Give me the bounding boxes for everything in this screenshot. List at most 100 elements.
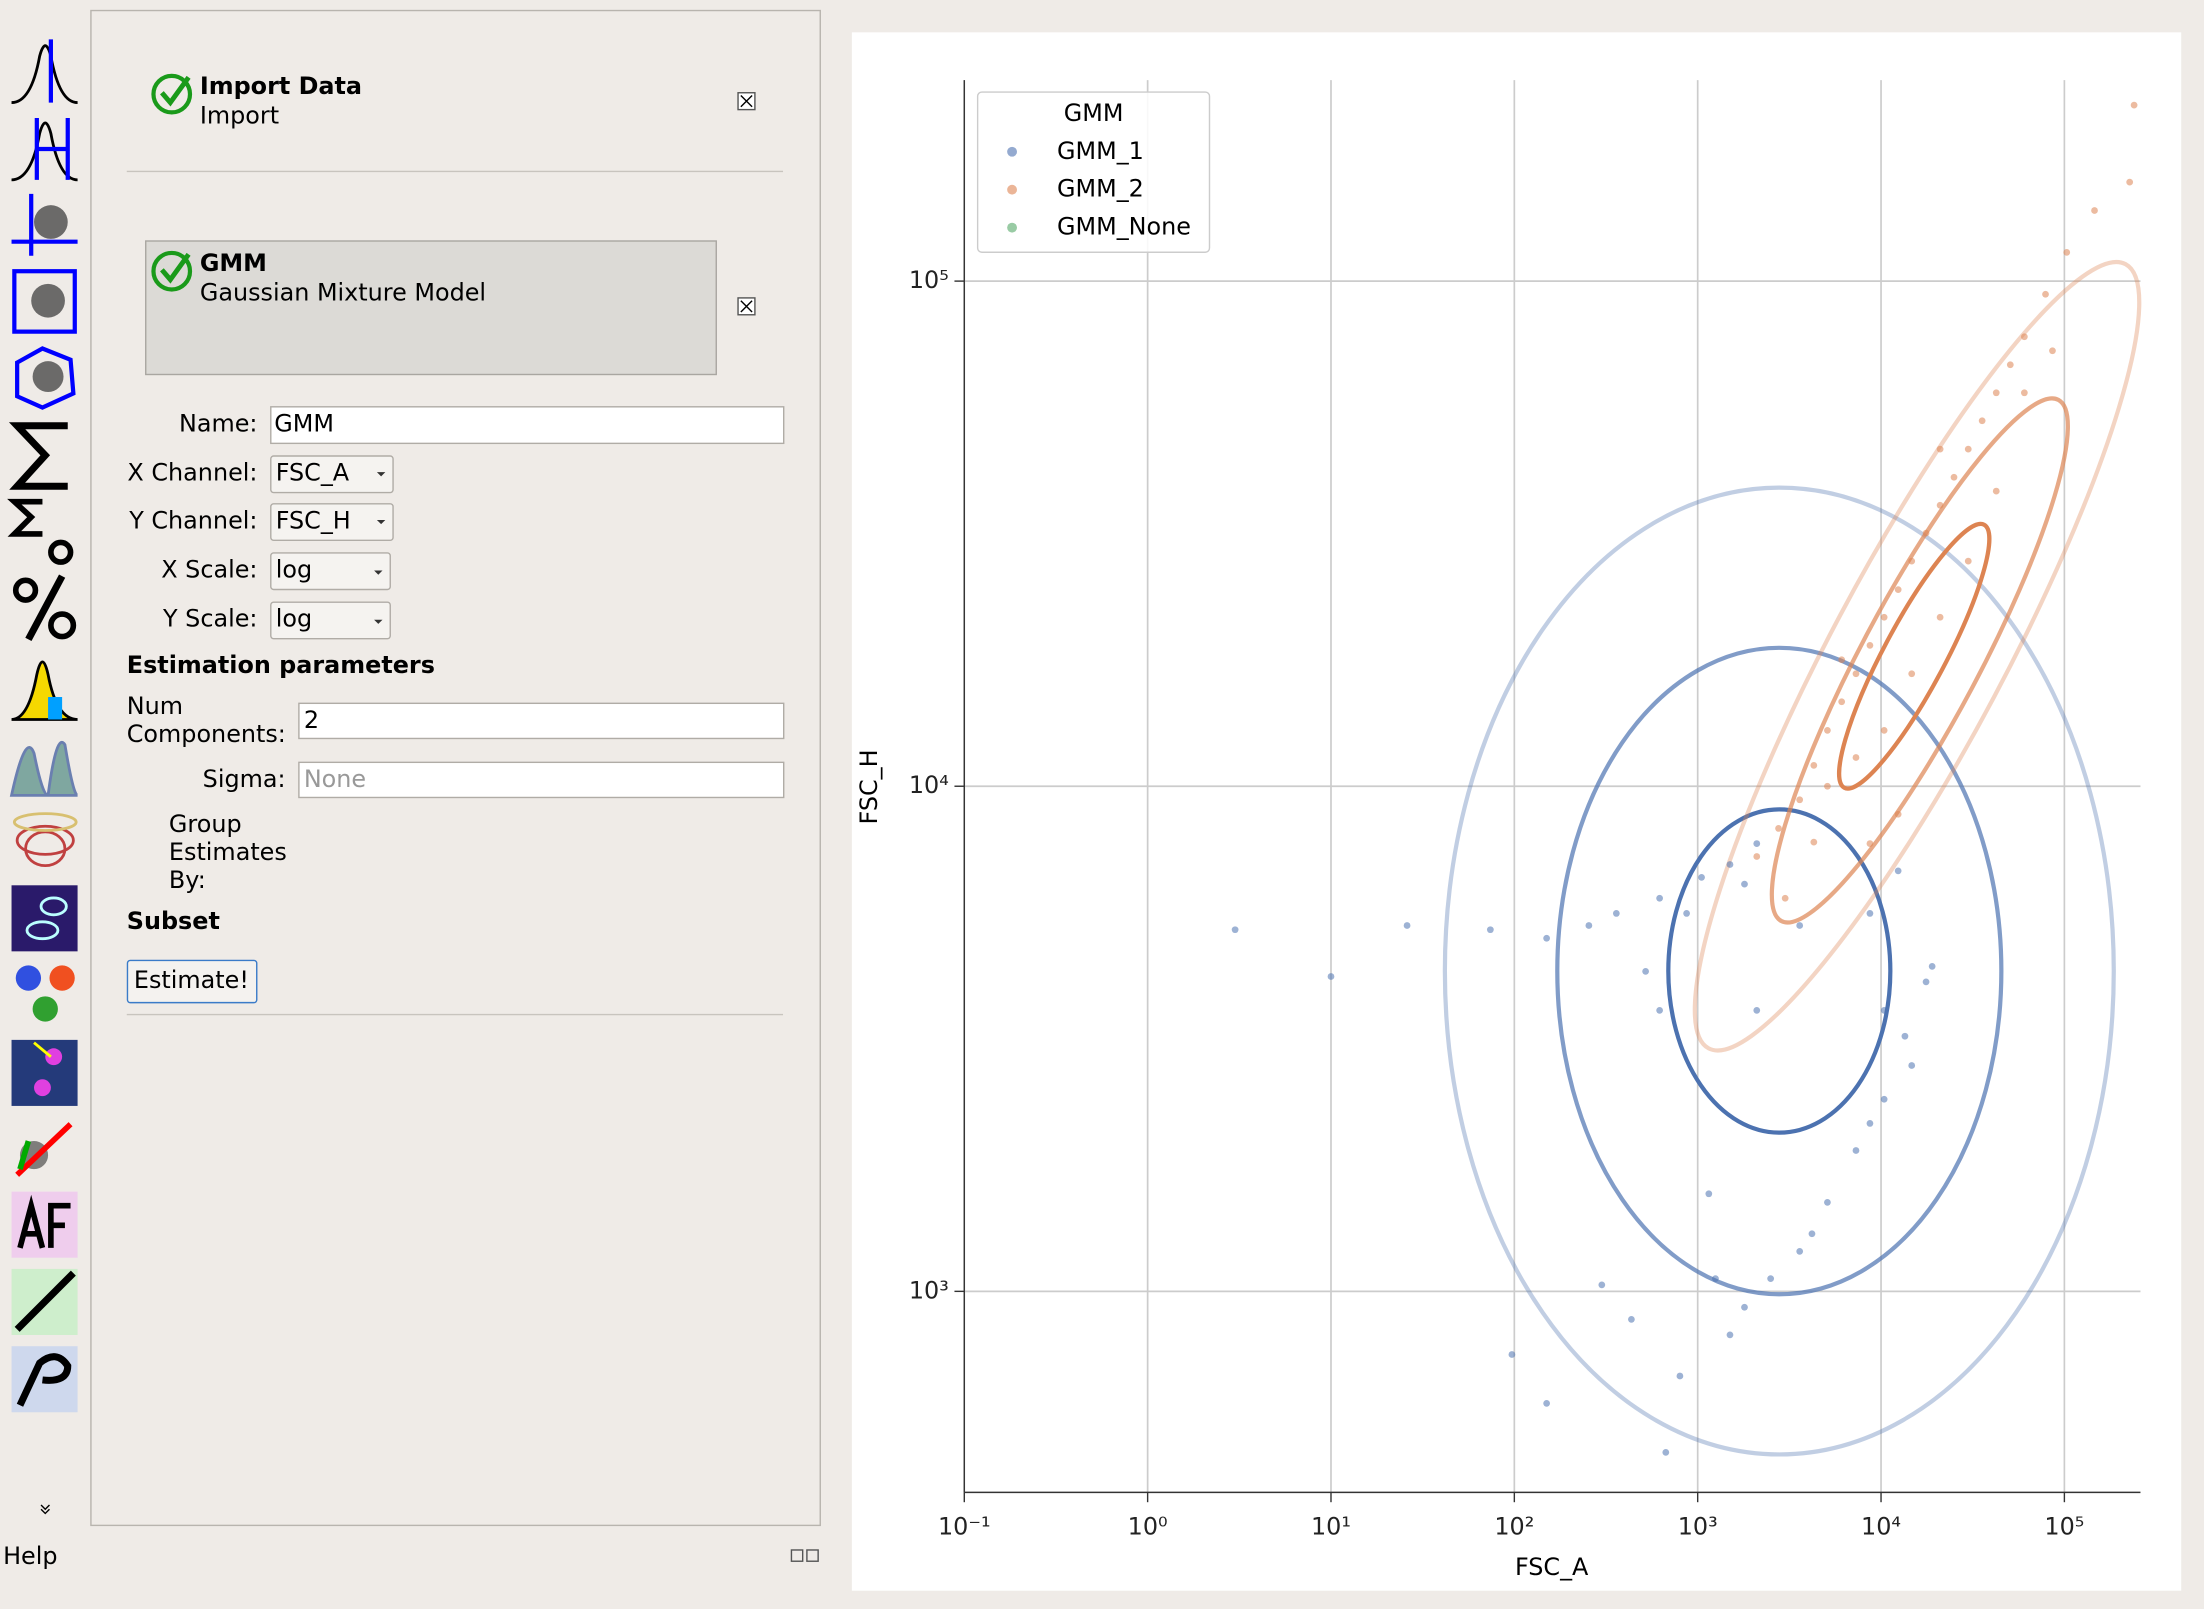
tool-tasbe[interactable] xyxy=(15,1122,73,1177)
legend-title: GMM xyxy=(1064,99,1124,127)
point xyxy=(1781,894,1789,902)
point xyxy=(1656,1006,1663,1014)
legend-marker xyxy=(1007,184,1017,195)
field-value: FSC_A xyxy=(276,459,350,487)
tool-color-density[interactable] xyxy=(11,660,78,721)
dropdown-arrow xyxy=(376,519,386,525)
button-frame xyxy=(126,959,258,1004)
point xyxy=(1838,698,1846,706)
field-label: X Channel: xyxy=(127,459,257,487)
estimate-button[interactable]: Estimate! xyxy=(126,959,258,1004)
tool-stats[interactable] xyxy=(7,498,74,565)
point xyxy=(1753,1006,1761,1014)
point xyxy=(1866,1120,1874,1127)
point xyxy=(1922,529,1930,537)
num-components-input[interactable] xyxy=(298,702,785,740)
close-button[interactable] xyxy=(737,92,756,111)
point xyxy=(1880,613,1888,621)
point xyxy=(1936,501,1944,509)
tool-range[interactable] xyxy=(11,118,78,182)
dropdown-arrow xyxy=(376,472,386,477)
x-tick-label: 10³ xyxy=(1678,1512,1718,1540)
tool-density[interactable] xyxy=(11,885,78,952)
status-ok xyxy=(151,73,193,115)
x-tick-label: 10⁻¹ xyxy=(938,1512,991,1540)
point xyxy=(1880,1095,1888,1103)
step-title: GMM xyxy=(200,249,267,277)
point xyxy=(1908,670,1916,678)
section-heading: Subset xyxy=(127,907,220,935)
point xyxy=(1585,922,1593,929)
legend-marker xyxy=(1007,146,1017,157)
point xyxy=(1598,1281,1606,1289)
toolbar xyxy=(7,39,79,1515)
tool-polygon[interactable] xyxy=(15,346,76,410)
point xyxy=(1676,1372,1684,1380)
point xyxy=(1894,810,1902,818)
tool-linear[interactable] xyxy=(11,1268,78,1335)
point xyxy=(2020,389,2028,397)
dropdown-arrow xyxy=(374,619,383,624)
tool-autofluorescence[interactable] xyxy=(11,1191,78,1258)
point xyxy=(1824,726,1831,734)
dock-close[interactable] xyxy=(806,1549,819,1562)
sigma-input[interactable] xyxy=(298,761,785,799)
point xyxy=(1683,910,1690,917)
tool-histogram[interactable] xyxy=(11,39,78,104)
field-value: log xyxy=(276,556,312,584)
point xyxy=(2126,178,2134,186)
tool-quad[interactable] xyxy=(11,193,78,256)
x-axis-label: FSC_A xyxy=(1515,1553,1589,1581)
x-tick-label: 10⁰ xyxy=(1128,1512,1168,1540)
status-ok xyxy=(151,250,193,292)
name-input[interactable] xyxy=(270,406,785,445)
legend: GMM GMM_1 GMM_2 GMM_None xyxy=(976,91,1211,253)
dock-float[interactable] xyxy=(790,1549,804,1562)
point xyxy=(1741,1303,1748,1311)
tool-bead[interactable] xyxy=(11,1039,78,1106)
point xyxy=(1486,926,1494,934)
toolbar-more[interactable] xyxy=(40,1504,50,1515)
tool-gaussian[interactable] xyxy=(9,741,79,797)
step-import[interactable]: Import Data Import xyxy=(151,72,756,130)
tool-flow-peaks[interactable] xyxy=(11,1346,78,1413)
field-value: 2 xyxy=(304,706,319,734)
point xyxy=(1866,910,1874,917)
help-label[interactable]: Help xyxy=(3,1542,57,1570)
tool-2d-gaussian[interactable] xyxy=(12,812,78,868)
point xyxy=(1726,1331,1734,1339)
points xyxy=(1231,101,2138,1456)
point xyxy=(2020,333,2028,341)
point xyxy=(1964,445,1972,453)
tool-rect[interactable] xyxy=(12,269,77,334)
close-button[interactable] xyxy=(737,297,756,316)
button-label: Estimate! xyxy=(134,966,249,994)
status-check xyxy=(160,75,191,107)
legend-marker xyxy=(1007,222,1017,233)
point xyxy=(1838,656,1846,664)
point xyxy=(1705,1190,1713,1198)
point xyxy=(1950,473,1958,481)
point xyxy=(1901,1032,1909,1040)
point xyxy=(1327,973,1335,980)
tool-sum[interactable] xyxy=(8,422,68,490)
field-value: log xyxy=(276,605,312,633)
step-subtitle: Import xyxy=(200,102,279,130)
x-tick-label: 10⁵ xyxy=(2044,1512,2084,1540)
x-channel-dropdown[interactable] xyxy=(270,455,394,494)
point xyxy=(1612,910,1620,917)
point xyxy=(1866,840,1874,847)
y-scale-dropdown[interactable] xyxy=(270,601,391,640)
tool-ratio[interactable] xyxy=(12,574,77,642)
point xyxy=(1796,922,1804,929)
y-channel-dropdown[interactable] xyxy=(270,503,394,542)
step-gmm[interactable]: GMM Gaussian Mixture Model xyxy=(145,240,756,376)
point xyxy=(2006,361,2014,369)
field-label: Components: xyxy=(127,720,286,748)
x-scale-dropdown[interactable] xyxy=(270,552,391,591)
point xyxy=(1726,861,1734,868)
tool-bleedthrough[interactable] xyxy=(15,965,75,1022)
x-tick-label: 10² xyxy=(1494,1512,1534,1540)
gmm-ellipses xyxy=(1442,259,2142,1457)
